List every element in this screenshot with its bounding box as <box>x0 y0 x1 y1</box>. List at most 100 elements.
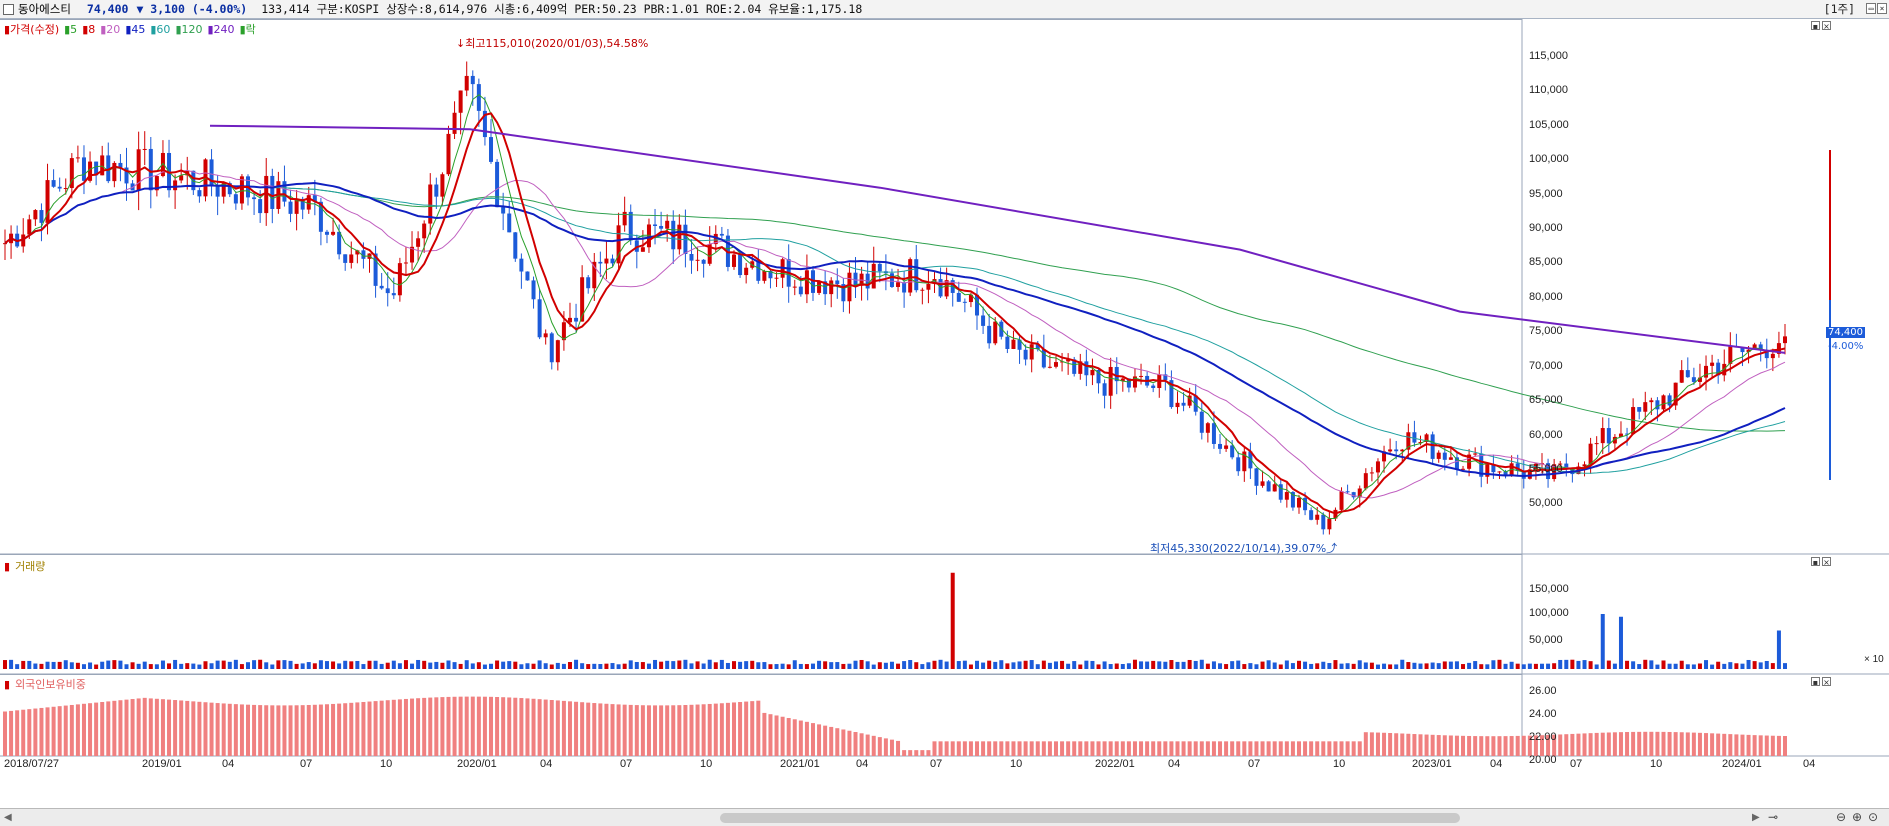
volume-bar <box>191 663 196 669</box>
legend-item[interactable]: ▮120 <box>175 23 203 36</box>
price-tick: 115,000 <box>1529 49 1568 62</box>
foreign-ratio-bar <box>106 701 111 756</box>
foreign-ratio-bar <box>1339 741 1344 756</box>
close-icon[interactable]: × <box>1877 3 1887 14</box>
candle-body <box>1011 339 1016 349</box>
volume-bar <box>1175 661 1180 669</box>
foreign-ratio-bar <box>160 699 165 756</box>
candle-body <box>1327 518 1332 530</box>
volume-bar <box>1661 660 1666 669</box>
volume-panel[interactable] <box>0 554 1522 674</box>
candle-body <box>1126 378 1131 388</box>
legend-item[interactable]: ▮5 <box>64 23 78 36</box>
scroll-right-icon[interactable]: ▶ <box>1752 812 1760 823</box>
legend-item[interactable]: ▮45 <box>125 23 146 36</box>
legend-item[interactable]: ▮60 <box>150 23 171 36</box>
volume-bar <box>1454 661 1459 669</box>
stock-name[interactable]: 동아에스티 <box>18 2 71 16</box>
legend-item[interactable]: ▮240 <box>207 23 235 36</box>
candle-body <box>817 281 822 293</box>
legend-item[interactable]: ▮8 <box>82 23 96 36</box>
candle-body <box>361 250 366 259</box>
legend-item[interactable]: ▮락 <box>239 23 256 36</box>
foreign-ratio-bar <box>1667 731 1672 756</box>
candle-body <box>476 84 481 111</box>
price-tick: 100,000 <box>1529 153 1569 166</box>
restore-icon[interactable]: ▭ <box>1866 3 1876 14</box>
candle-body <box>446 133 451 175</box>
zoom-slider-icon[interactable]: ⊸ <box>1768 810 1779 824</box>
volume-bar <box>1746 659 1751 669</box>
zoom-reset-icon[interactable]: ⊙ <box>1868 810 1879 824</box>
volume-bar <box>337 663 342 669</box>
candle-body <box>422 223 427 239</box>
foreign-ratio-bar <box>410 698 415 756</box>
panel-close-icon[interactable]: × <box>1822 21 1831 31</box>
volume-bar <box>1685 664 1690 669</box>
foreign-ratio-bar <box>148 698 153 756</box>
foreign-ratio-bar <box>774 715 779 756</box>
volume-bar <box>968 664 973 669</box>
foreign-ratio-bar <box>1558 734 1563 756</box>
scroll-left-icon[interactable]: ◀ <box>4 812 12 823</box>
foreign-ratio-bar <box>744 701 749 756</box>
foreign-ratio-bar <box>1643 731 1648 756</box>
foreign-ratio-bar <box>349 702 354 756</box>
foreign-ratio-bar <box>1716 733 1721 756</box>
volume-bar <box>452 662 457 669</box>
foreign-ratio-bar <box>1637 731 1642 756</box>
volume-bar <box>1041 660 1046 669</box>
legend-item[interactable]: ▮가격(수정) <box>4 23 60 36</box>
candle-body <box>1345 491 1350 493</box>
foreign-ratio-bar <box>1290 741 1295 756</box>
foreign-ratio-bar <box>780 716 785 756</box>
candle-body <box>1139 375 1144 377</box>
time-scrollbar[interactable]: ◀ ▶ ⊸ ⊖ ⊕ ⊙ <box>0 808 1889 826</box>
foreign-ratio-bar <box>628 704 633 756</box>
foreign-close-icon[interactable]: × <box>1822 677 1831 687</box>
volume-bar <box>883 662 888 669</box>
volume-bar <box>932 660 937 669</box>
foreign-ratio-bar <box>531 698 536 756</box>
foreign-ratio-bar <box>118 700 123 756</box>
ma45-line <box>4 181 1786 478</box>
volume-bar <box>1570 659 1575 669</box>
foreign-ratio-bar <box>39 707 44 756</box>
candle-body <box>355 250 360 255</box>
foreign-ratio-bar <box>15 710 20 756</box>
volume-minimize-icon[interactable]: ▪ <box>1811 557 1820 567</box>
foreign-ratio-bar <box>549 700 554 756</box>
candle-body <box>397 263 402 296</box>
ma20-line <box>4 169 1786 499</box>
foreign-ratio-bar <box>446 696 451 756</box>
volume-bar <box>1448 661 1453 669</box>
volume-bar <box>1424 663 1429 669</box>
foreign-ratio-bar <box>1503 736 1508 756</box>
foreign-ratio-bar <box>908 750 913 756</box>
foreign-ratio-bar <box>823 725 828 756</box>
period-selector[interactable]: [1주] <box>1823 2 1855 16</box>
zoom-in-icon[interactable]: ⊕ <box>1852 810 1863 824</box>
candle-body <box>1776 343 1781 354</box>
foreign-minimize-icon[interactable]: ▪ <box>1811 677 1820 687</box>
candle-body <box>1266 481 1271 492</box>
panel-minimize-icon[interactable]: ▪ <box>1811 21 1820 31</box>
low-annotation: 최저45,330(2022/10/14),39.07%⤴ <box>1150 542 1338 555</box>
candle-body <box>1752 344 1757 350</box>
volume-bar <box>975 660 980 669</box>
zoom-out-icon[interactable]: ⊖ <box>1836 810 1847 824</box>
price-panel[interactable] <box>0 19 1522 554</box>
foreign-ratio-bar <box>586 702 591 756</box>
scrollbar-thumb[interactable] <box>720 813 1460 823</box>
candle-body <box>768 271 773 279</box>
foreign-ratio-bar <box>1600 732 1605 756</box>
select-checkbox[interactable] <box>3 3 14 15</box>
legend-item[interactable]: ▮20 <box>100 23 121 36</box>
volume-bar <box>21 660 26 669</box>
volume-bar <box>1236 660 1241 669</box>
volume-close-icon[interactable]: × <box>1822 557 1831 567</box>
foreign-ratio-panel[interactable] <box>0 674 1522 756</box>
volume-bar <box>1734 663 1739 669</box>
candle-body <box>968 294 973 303</box>
